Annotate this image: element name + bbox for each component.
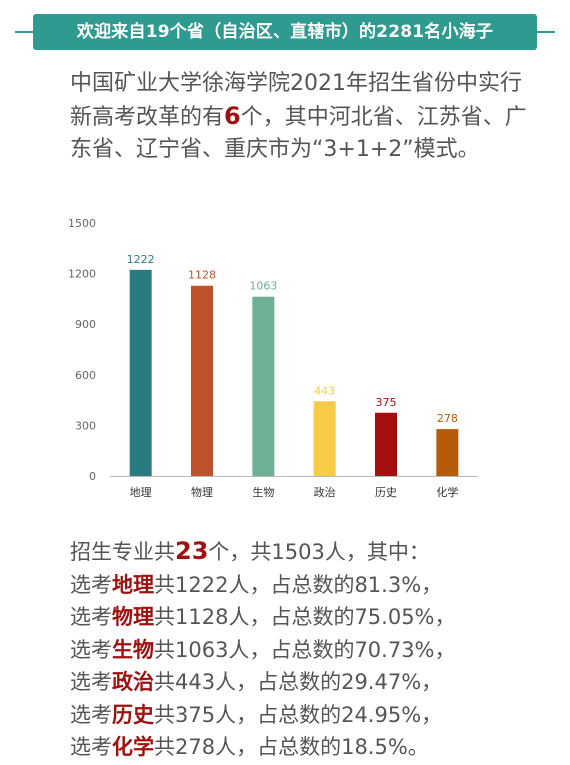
summary-row: 选考化学共278人，占总数的18.5%。 [70, 731, 550, 764]
summary-prefix: 招生专业共 [70, 540, 175, 564]
summary-row-subject: 物理 [112, 605, 154, 629]
summary-row-rest: 共1222人，占总数的81.3%， [154, 572, 443, 597]
summary-row: 选考物理共1128人，占总数的75.05%， [70, 601, 550, 634]
bar [313, 401, 336, 476]
summary-row-prefix: 选考 [70, 670, 112, 694]
bar-value-label: 1063 [249, 280, 277, 293]
y-tick-label: 1500 [68, 217, 96, 230]
x-tick-label: 地理 [130, 486, 152, 499]
intro-count: 6 [224, 102, 241, 130]
summary-row-rest: 共1128人，占总数的75.05%， [154, 605, 456, 629]
x-tick-label: 物理 [191, 485, 213, 499]
summary-paragraph: 招生专业共23个，共1503人，其中： 选考地理共1222人，占总数的81.3%… [70, 535, 550, 764]
x-tick-label: 政治 [314, 485, 336, 499]
summary-row-prefix: 选考 [70, 605, 112, 629]
intro-text-before: 中国矿业大学徐海学院2021年招生省份中实行新高考改革的有 [70, 71, 522, 130]
summary-row-prefix: 选考 [70, 572, 112, 597]
bar-value-label: 1128 [188, 269, 216, 282]
x-tick-label: 生物 [252, 485, 274, 499]
summary-row-subject: 化学 [112, 735, 154, 759]
summary-row-subject: 历史 [112, 702, 154, 727]
banner-left-line [15, 31, 33, 33]
y-tick-label: 900 [75, 318, 96, 331]
bar-value-label: 1222 [127, 253, 155, 266]
summary-row-prefix: 选考 [70, 702, 112, 727]
y-tick-label: 600 [75, 369, 96, 382]
summary-row: 选考政治共443人，占总数的29.47%， [70, 666, 550, 699]
bar [129, 269, 152, 476]
bar-value-label: 278 [437, 412, 458, 425]
summary-row-rest: 共443人，占总数的29.47%， [154, 670, 443, 694]
bar [252, 296, 275, 476]
summary-row-subject: 政治 [112, 670, 154, 694]
x-tick-label: 历史 [375, 486, 397, 499]
banner-right-line [537, 31, 555, 33]
summary-row: 选考地理共1222人，占总数的81.3%， [70, 569, 550, 602]
bar [436, 429, 459, 476]
intro-text-after: 个，其中河北省、江苏省、广东省、辽宁省、重庆市为“3+1+2”模式。 [70, 105, 527, 162]
y-tick-label: 300 [75, 419, 96, 432]
summary-row-rest: 共375人，占总数的24.95%， [154, 702, 443, 727]
summary-row: 选考生物共1063人，占总数的70.73%， [70, 634, 550, 667]
summary-row-rest: 共1063人，占总数的70.73%， [154, 637, 456, 662]
subject-bar-chart: 0 300 600 900 1200 1500 1222 地理 1128 物理 1063 生物 443 政… [68, 217, 478, 499]
summary-row: 选考历史共375人，占总数的24.95%， [70, 699, 550, 732]
bar [191, 285, 213, 476]
summary-row-subject: 生物 [112, 637, 154, 662]
banner-title: 欢迎来自19个省（自治区、直辖市）的2281名小海子 [33, 14, 537, 50]
summary-first-row: 招生专业共23个，共1503人，其中： [70, 535, 550, 569]
y-tick-label: 0 [89, 470, 96, 483]
intro-paragraph: 中国矿业大学徐海学院2021年招生省份中实行新高考改革的有6个，其中河北省、江苏… [70, 68, 530, 166]
summary-row-subject: 地理 [112, 572, 154, 597]
summary-row-prefix: 选考 [70, 637, 112, 662]
bar [375, 412, 397, 476]
header-banner: 欢迎来自19个省（自治区、直辖市）的2281名小海子 [0, 14, 570, 50]
bar-value-label: 375 [376, 396, 397, 409]
summary-row-prefix: 选考 [70, 735, 112, 759]
x-tick-label: 化学 [436, 485, 458, 499]
summary-suffix: 个，共1503人，其中： [208, 540, 430, 564]
summary-major-count: 23 [175, 537, 209, 565]
summary-row-rest: 共278人，占总数的18.5%。 [154, 735, 429, 759]
y-tick-label: 1200 [68, 268, 96, 281]
bar-value-label: 443 [314, 384, 335, 397]
